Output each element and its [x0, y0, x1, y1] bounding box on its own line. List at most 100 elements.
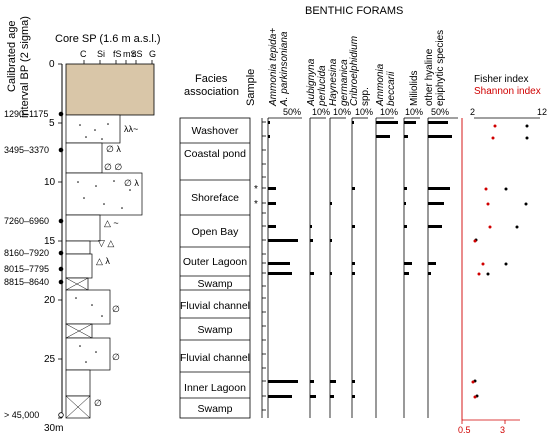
depth-label: 0 — [49, 59, 55, 70]
facies-label: Washover — [192, 125, 239, 137]
grain-label: Si — [97, 49, 105, 59]
bioturbation-icon: λλ~ — [124, 124, 138, 134]
shell-icon: ∅ λ — [106, 144, 121, 154]
taxon-header: perlucida — [317, 65, 328, 107]
shannon-index-label: Shannon index — [474, 86, 541, 97]
age-labels: 1290–1175 3495–3370 7260–6960 8160–7920 … — [4, 109, 49, 420]
facies-label: Shoreface — [191, 192, 239, 204]
shannon-min-label: 0.5 — [458, 425, 471, 435]
depth-label: 10 — [44, 177, 56, 188]
age-label: 7260–6960 — [4, 216, 49, 226]
depth-label: 25 — [44, 354, 56, 365]
sample-header: Sample — [245, 69, 257, 106]
shell-icon: ∅ — [112, 304, 120, 314]
age-label: 3495–3370 — [4, 145, 49, 155]
scale-label: 50% — [431, 107, 449, 117]
facies-labels: Washover Coastal pond Shoreface Open Bay… — [180, 125, 250, 415]
bed-outer-lagoon — [65, 253, 93, 279]
depth-label: 30m — [44, 423, 63, 434]
facies-label: Swamp — [197, 324, 232, 336]
figure-title: BENTHIC FORAMS — [305, 5, 403, 17]
age-label: 8815–8640 — [4, 277, 49, 287]
sample-ticks — [262, 121, 266, 411]
taxa-axes — [267, 117, 458, 418]
age-label: 1290–1175 — [4, 109, 48, 119]
facies-label: Fluvial channel — [180, 352, 250, 364]
fisher-index-label: Fisher index — [474, 74, 528, 85]
taxon-header: A. parkinsoniana — [279, 31, 290, 107]
scale-label: 10% — [333, 107, 351, 117]
grain-label: G — [149, 49, 156, 59]
gastropod-icon: ▽ △ — [98, 238, 114, 248]
shell-icon: ∅ ∅ — [104, 162, 122, 172]
grain-label: C — [80, 49, 87, 59]
index-axes — [461, 117, 540, 424]
sample-mark: * — [254, 199, 258, 210]
taxon-header: Ammonia — [375, 63, 386, 107]
fossil-symbols: λλ~ ∅ λ ∅ ∅ ∅ λ △ ~ ▽ △ △ λ ∅ ∅ ∅ — [94, 124, 139, 408]
taxon-header: Aubignyna — [306, 58, 317, 107]
shell-icon: ∅ — [112, 352, 120, 362]
facies-label: Inner Lagoon — [184, 382, 246, 394]
fisher-max-label: 12 — [537, 107, 547, 117]
scale-label: 10% — [355, 107, 373, 117]
bed-washover — [65, 114, 121, 144]
bed-inner-lagoon — [65, 369, 91, 397]
taxon-header: Haynesina — [328, 58, 339, 106]
gastropod-icon: △ λ — [96, 256, 110, 266]
bed-fluvial-1 — [65, 289, 111, 325]
scale-label: 50% — [283, 107, 301, 117]
facies-column — [179, 117, 251, 419]
facies-header-2: association — [184, 86, 239, 98]
index-points — [471, 124, 529, 399]
sample-mark: * — [254, 184, 258, 195]
dating-points — [58, 111, 64, 418]
facies-label: Swamp — [197, 278, 232, 290]
shell-icon: ∅ λ — [124, 178, 139, 188]
scale-label: 10% — [312, 107, 330, 117]
taxon-header: other hyaline — [424, 48, 435, 106]
sand-dots — [75, 123, 131, 363]
age-label: 8160–7920 — [4, 248, 49, 258]
facies-header-1: Facies — [195, 73, 228, 85]
taxon-header: Miliolids — [409, 70, 420, 106]
taxon-header: Ammonia tepida+ — [268, 28, 279, 107]
lithology-log — [65, 114, 143, 419]
age-label: > 45,000 — [4, 410, 39, 420]
age-axis-label-2: interval BP (2 sigma) — [19, 16, 31, 118]
bed-open-bay-lower — [65, 240, 91, 255]
facies-label: Open Bay — [192, 226, 239, 238]
fisher-min-label: 2 — [470, 107, 475, 117]
bed-coastal-pond — [65, 142, 103, 174]
depth-labels: 0 5 10 15 20 25 30m — [44, 59, 63, 434]
gastropod-icon: △ ~ — [104, 218, 119, 228]
taxon-header: epiphytic species — [435, 30, 446, 106]
facies-label: Swamp — [197, 403, 232, 415]
facies-label: Fluvial channel — [180, 300, 250, 312]
facies-label: Coastal pond — [184, 148, 246, 160]
swamp-hatching — [65, 277, 93, 419]
depth-label: 20 — [44, 295, 56, 306]
taxon-header: beccarii — [386, 71, 397, 106]
scale-label: 10% — [405, 107, 423, 117]
core-title: Core SP (1.6 m a.s.l.) — [55, 33, 161, 45]
grain-label: fS — [113, 49, 122, 59]
grain-label: cS — [132, 49, 143, 59]
age-axis-label-1: Calibrated age — [6, 20, 18, 92]
abundance-bars — [268, 121, 452, 398]
shell-icon: ∅ — [94, 398, 102, 408]
taxon-header: Cribroelphidium — [349, 36, 360, 106]
bed-fluvial-2 — [65, 337, 111, 371]
shannon-max-label: 3 — [500, 425, 505, 435]
age-label: 8015–7795 — [4, 264, 49, 274]
taxon-header: spp. — [360, 87, 371, 106]
grain-size-labels: C Si fS mS cS G — [80, 49, 156, 59]
taxa-headers: Ammonia tepida+ A. parkinsoniana Aubigny… — [268, 28, 446, 107]
grain-label: mS — [123, 49, 137, 59]
taxon-header: germanica — [339, 59, 350, 106]
percent-scale-labels: 50% 10% 10% 10% 10% 10% 50% — [283, 107, 449, 117]
facies-label: Outer Lagoon — [183, 256, 247, 268]
depth-label: 5 — [49, 118, 55, 129]
bed-shoreface — [65, 172, 143, 216]
